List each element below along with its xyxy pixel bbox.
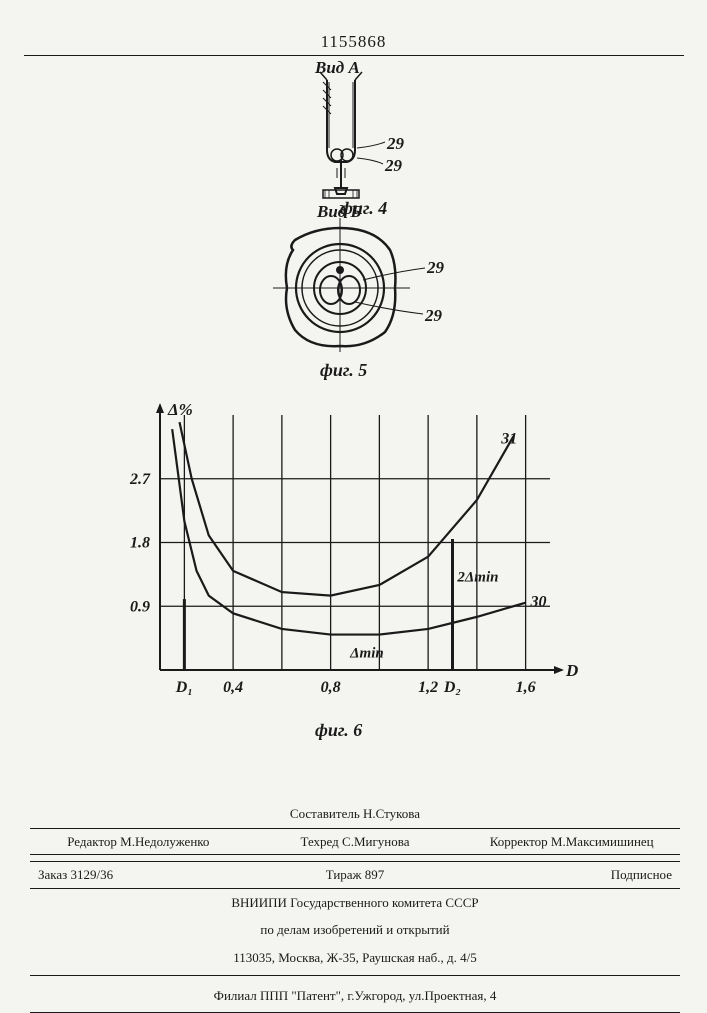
svg-text:Δ%: Δ% — [167, 400, 193, 419]
footer-org1: ВНИИПИ Государственного комитета СССР — [30, 889, 680, 917]
footer-techred: Техред С.Мигунова — [247, 832, 464, 852]
svg-text:1,6: 1,6 — [516, 679, 536, 696]
footer-editor: Редактор М.Недолуженко — [30, 832, 247, 852]
footer-corrector: Корректор М.Максимишинец — [463, 832, 680, 852]
footer-credits-row: Редактор М.Недолуженко Техред С.Мигунова… — [30, 828, 680, 856]
svg-text:2.7: 2.7 — [129, 471, 151, 488]
footer-tirazh: Тираж 897 — [249, 865, 460, 885]
footer-address: 113035, Москва, Ж-35, Раушская наб., д. … — [30, 944, 680, 977]
svg-text:D: D — [565, 661, 578, 680]
chart-svg: 0.9 1.8 2.7 0,4 0,8 1,2 1,6 D₁ D₂ Δ% D 30 31 Δmin 2Δmi… — [100, 400, 580, 710]
fig4-callout-2: 29 — [385, 156, 402, 176]
svg-text:0.9: 0.9 — [130, 598, 150, 615]
document-number: 1155868 — [24, 32, 684, 56]
footer-branch: Филиал ППП "Патент", г.Ужгород, ул.Проек… — [30, 986, 680, 1013]
footer-subscription: Подписное — [461, 865, 680, 885]
svg-text:1.8: 1.8 — [130, 535, 150, 552]
footer-order-row: Заказ 3129/36 Тираж 897 Подписное — [30, 861, 680, 889]
fig4-callout-1: 29 — [387, 134, 404, 154]
footer-composer: Составитель Н.Стукова — [30, 800, 680, 828]
fig6-caption: фиг. 6 — [315, 720, 362, 741]
svg-text:Δmin: Δmin — [349, 645, 384, 661]
svg-text:D₁: D₁ — [175, 679, 193, 696]
figure-5: Вид Б 29 29 — [245, 210, 475, 370]
svg-text:0,4: 0,4 — [223, 679, 243, 696]
fig5-title: Вид Б — [317, 202, 361, 222]
fig5-callout-2: 29 — [425, 306, 442, 326]
figure-4: Вид А — [275, 60, 445, 200]
fig4-title: Вид А — [315, 58, 360, 78]
svg-text:31: 31 — [500, 430, 517, 447]
figure-6-chart: 0.9 1.8 2.7 0,4 0,8 1,2 1,6 D₁ D₂ Δ% D 30 31 Δmin 2Δmi… — [100, 400, 580, 710]
fig5-drawing — [245, 210, 475, 360]
footer: Составитель Н.Стукова Редактор М.Недолуж… — [30, 800, 680, 1013]
fig5-caption: фиг. 5 — [320, 360, 367, 381]
svg-text:D₂: D₂ — [443, 679, 461, 696]
fig5-callout-1: 29 — [427, 258, 444, 278]
svg-text:30: 30 — [530, 594, 547, 611]
svg-text:2Δmin: 2Δmin — [456, 569, 498, 585]
footer-order: Заказ 3129/36 — [30, 865, 249, 885]
footer-org2: по делам изобретений и открытий — [30, 916, 680, 944]
fig4-drawing — [275, 60, 445, 200]
page: 1155868 Вид А — [0, 0, 707, 1000]
svg-text:0,8: 0,8 — [321, 679, 341, 696]
svg-text:1,2: 1,2 — [418, 679, 438, 696]
